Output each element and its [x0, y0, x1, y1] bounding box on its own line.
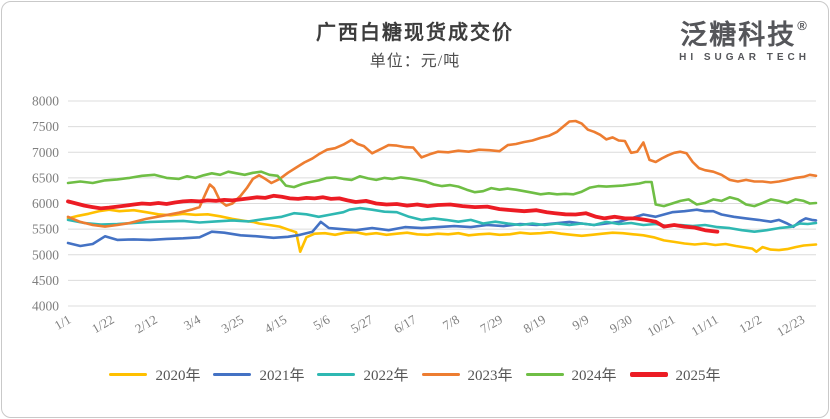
registered-trademark-icon: ®	[797, 18, 809, 33]
chart-title: 广西白糖现货成交价	[316, 22, 514, 44]
x-tick-label-3-4: 3/4	[181, 311, 203, 333]
x-tick-label-4-15: 4/15	[262, 312, 290, 337]
legend-swatch-2020年	[109, 372, 148, 377]
series-line-2023年	[66, 119, 818, 228]
y-tick-label-5000: 5000	[32, 247, 59, 262]
legend-item-2020年: 2020年	[109, 364, 200, 385]
y-tick-label-8000: 8000	[32, 94, 59, 109]
legend-label-2024年: 2024年	[571, 368, 617, 384]
legend-item-2024年: 2024年	[525, 364, 617, 385]
legend-swatch-2022年	[317, 372, 356, 377]
legend-swatch-2024年	[525, 372, 564, 377]
x-tick-label-12-23: 12/23	[774, 312, 807, 340]
x-tick-label-9-30: 9/30	[607, 312, 635, 337]
y-tick-label-5500: 5500	[32, 222, 59, 237]
y-tick-label-6500: 6500	[32, 170, 59, 185]
x-tick-label-3-25: 3/25	[219, 312, 247, 337]
x-tick-label-1-22: 1/22	[89, 312, 117, 337]
series-line-2021年	[66, 208, 818, 248]
legend-item-2021年: 2021年	[213, 364, 304, 385]
x-tick-label-12-2: 12/2	[736, 312, 764, 337]
legend-item-2023年: 2023年	[421, 364, 513, 385]
legend-label-2022年: 2022年	[363, 368, 409, 384]
series-line-2024年	[66, 170, 818, 208]
legend-item-2025年: 2025年	[629, 364, 721, 385]
legend-swatch-2025年	[629, 372, 668, 377]
x-tick-label-11-11: 11/11	[688, 312, 720, 339]
legend-label-2023年: 2023年	[467, 368, 513, 384]
x-tick-label-7-29: 7/29	[478, 312, 506, 337]
x-tick-label-7-8: 7/8	[440, 312, 462, 333]
x-tick-label-10-21: 10/21	[644, 312, 677, 340]
legend-item-2022年: 2022年	[317, 364, 409, 385]
y-tick-label-7000: 7000	[32, 145, 59, 160]
y-tick-label-4500: 4500	[32, 273, 59, 288]
x-tick-label-5-6: 5/6	[311, 311, 333, 333]
brand-logo: 泛糖科技® HI SUGAR TECH	[679, 12, 810, 63]
y-tick-label-6000: 6000	[32, 196, 59, 211]
y-tick-label-7500: 7500	[32, 119, 59, 134]
chart-unit-label: 单位：元/吨	[369, 53, 461, 70]
legend-swatch-2023年	[421, 372, 460, 377]
series-line-2022年	[66, 206, 818, 233]
legend-label-2020年: 2020年	[155, 368, 201, 384]
series-line-2020年	[66, 208, 818, 253]
series-line-2025年	[66, 193, 720, 234]
legend-label-2021年: 2021年	[259, 368, 305, 384]
y-tick-label-4000: 4000	[32, 299, 59, 314]
x-tick-label-2-12: 2/12	[132, 312, 160, 337]
x-tick-label-1-1: 1/1	[52, 312, 74, 333]
logo-cn-text: 泛糖科技	[680, 20, 797, 50]
x-tick-label-5-27: 5/27	[348, 311, 376, 336]
x-tick-label-9-9: 9/9	[569, 312, 591, 333]
logo-en-text: HI SUGAR TECH	[679, 52, 810, 63]
x-tick-label-6-17: 6/17	[391, 311, 419, 336]
legend-label-2025年: 2025年	[675, 368, 721, 384]
logo-cn: 泛糖科技®	[679, 12, 810, 49]
x-tick-label-8-19: 8/19	[521, 312, 549, 337]
chart-legend: 2020年 2021年 2022年 2023年 2024年 2025年	[0, 364, 830, 385]
legend-swatch-2021年	[213, 372, 252, 377]
